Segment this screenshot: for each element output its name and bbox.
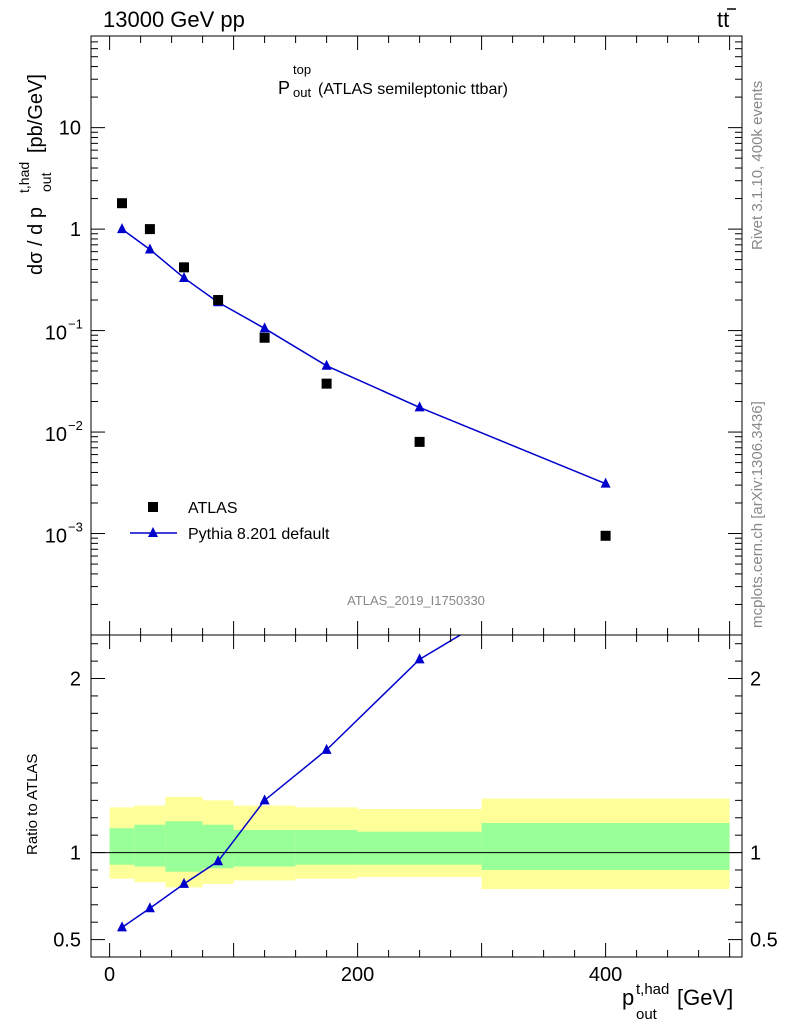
main-frame xyxy=(90,35,743,636)
atlas-point xyxy=(321,378,332,389)
y-tick-label: 10 xyxy=(59,118,81,140)
ratio-axis-ticks: 0.5 0.5 1 1 2 2 0 200 400 xyxy=(53,635,778,986)
pythia-point xyxy=(144,243,155,254)
ratio-point xyxy=(414,653,425,664)
y-axis-label-sub: out xyxy=(38,172,54,192)
x-axis-label-main: p xyxy=(622,985,634,1010)
uncertainty-band-inner xyxy=(357,831,482,865)
y-axis-label-unit: [pb/GeV] xyxy=(25,74,47,153)
x-tick-label: 400 xyxy=(589,964,622,986)
plot-title-sub: out xyxy=(293,85,311,100)
plot-title-rest: (ATLAS semileptonic ttbar) xyxy=(318,81,508,98)
x-tick-label: 200 xyxy=(341,964,374,986)
y-tick-label-base: 10 xyxy=(45,323,67,345)
pythia-point xyxy=(259,322,270,333)
legend-marker-atlas xyxy=(148,502,158,512)
plot-title-sup: top xyxy=(293,62,311,77)
ratio-y-tick-label-right: 1 xyxy=(750,843,761,865)
atlas-point xyxy=(179,262,189,273)
ratio-point xyxy=(213,855,224,866)
pythia-line xyxy=(121,228,606,485)
y-axis-label: dσ / d p t,had out [pb/GeV] xyxy=(16,74,54,275)
ratio-bands xyxy=(109,796,730,890)
header-process-main: tt xyxy=(717,7,729,32)
pythia-point xyxy=(179,271,189,282)
x-axis-label-sub: out xyxy=(636,1006,658,1023)
y-tick-label-base: 10 xyxy=(45,526,67,548)
plot-title-main: P xyxy=(278,78,290,98)
header-energy-label: 13000 GeV pp xyxy=(103,7,245,32)
ratio-point xyxy=(321,743,332,754)
ratio-y-tick-label-left: 2 xyxy=(70,669,81,691)
uncertainty-band-inner xyxy=(109,828,135,865)
pythia-point xyxy=(117,223,127,234)
ratio-series xyxy=(117,635,462,932)
atlas-point xyxy=(144,224,155,235)
atlas-point xyxy=(213,295,224,306)
ratio-point xyxy=(259,794,270,805)
y-tick-label-exponent: −1 xyxy=(68,317,83,332)
legend-marker-pythia xyxy=(148,527,158,537)
x-tick-label: 0 xyxy=(104,964,115,986)
pythia-point xyxy=(414,401,425,412)
ratio-point xyxy=(179,877,189,888)
ratio-y-tick-label-left: 0.5 xyxy=(53,930,81,952)
ratio-panel: 0.5 0.5 1 1 2 2 0 200 400 Ratio to ATLAS p t,had… xyxy=(24,634,778,1023)
ratio-line xyxy=(121,635,462,929)
uncertainty-band-inner xyxy=(165,821,203,872)
atlas-point xyxy=(414,436,425,447)
y-tick-label: 1 xyxy=(70,219,81,241)
uncertainty-band-inner xyxy=(481,822,730,870)
y-tick-label-exponent: −2 xyxy=(68,418,83,433)
y-axis-label-sup: t,had xyxy=(16,162,32,193)
ratio-y-tick-label-right: 2 xyxy=(750,669,761,691)
uncertainty-band-inner xyxy=(233,829,296,867)
ratio-y-tick-label-right: 0.5 xyxy=(750,930,778,952)
ratio-y-label: Ratio to ATLAS xyxy=(24,754,41,855)
header-process-label: tt xyxy=(717,7,729,32)
ratio-point xyxy=(117,921,127,932)
atlas-point xyxy=(600,530,611,541)
legend: ATLAS Pythia 8.201 default xyxy=(130,500,330,543)
x-axis-label-unit: [GeV] xyxy=(677,985,733,1010)
pythia-point xyxy=(600,477,611,488)
y-axis-label-main: dσ / d p xyxy=(25,207,47,275)
main-watermark: ATLAS_2019_I1750330 xyxy=(347,593,485,608)
main-series xyxy=(117,198,611,541)
uncertainty-band-inner xyxy=(295,829,358,865)
ratio-point xyxy=(144,902,155,913)
y-tick-label-base: 10 xyxy=(45,424,67,446)
pythia-point xyxy=(321,359,332,370)
ratio-series-group xyxy=(117,635,462,932)
atlas-point xyxy=(117,198,127,209)
y-tick-label-exponent: −3 xyxy=(68,520,83,535)
legend-label-atlas: ATLAS xyxy=(188,500,238,517)
legend-label-pythia: Pythia 8.201 default xyxy=(188,526,330,543)
x-axis-label: p t,had out [GeV] xyxy=(622,981,733,1023)
ratio-y-tick-label-left: 1 xyxy=(70,843,81,865)
plot-title: P xyxy=(278,78,290,98)
uncertainty-band-inner xyxy=(134,824,166,867)
side-label-mcplots: mcplots.cern.ch [arXiv:1306.3436] xyxy=(749,401,766,628)
main-panel: ATLAS_2019_I1750330 P top out (ATLAS sem… xyxy=(16,35,743,636)
ratio-frame xyxy=(90,634,743,958)
side-label-rivet: Rivet 3.1.10, 400k events xyxy=(749,81,766,250)
x-axis-label-sup: t,had xyxy=(636,981,669,998)
atlas-point xyxy=(259,332,270,343)
